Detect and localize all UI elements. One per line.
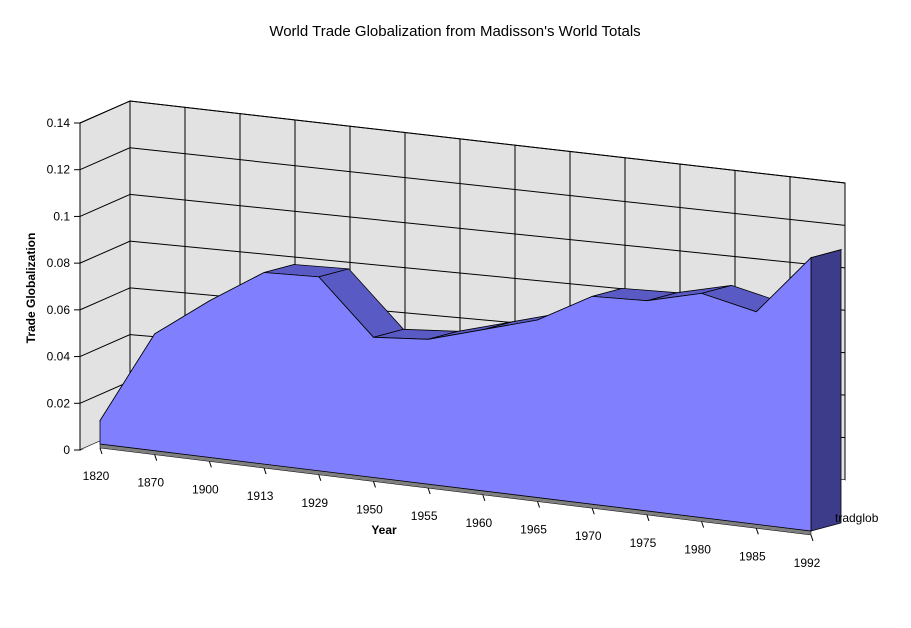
x-tick-label: 1985	[739, 549, 766, 563]
area-side-face	[810, 249, 842, 532]
gridline-back-wall	[129, 193, 846, 269]
x-tick-label: 1870	[137, 476, 164, 490]
x-tick-label: 1965	[520, 523, 547, 537]
area-front-face	[99, 256, 812, 532]
x-tick-label: 1900	[192, 482, 219, 496]
gridline-left-wall	[79, 147, 131, 171]
x-tick-mark	[755, 528, 759, 535]
y-tick-label: 0.1	[53, 209, 70, 223]
gridline-left-wall	[79, 193, 131, 217]
gridline-left-wall	[79, 100, 131, 124]
gridline-left-wall	[79, 287, 131, 311]
y-tick-label: 0.02	[47, 396, 71, 410]
x-tick-mark	[646, 514, 650, 522]
x-tick-mark	[482, 494, 486, 502]
x-tick-mark	[537, 501, 541, 508]
gridline-back-wall	[129, 147, 846, 226]
y-tick-label: 0.04	[47, 350, 71, 364]
x-tick-label: 1992	[794, 556, 821, 570]
x-tick-mark	[591, 508, 595, 515]
x-tick-label: 1955	[411, 509, 438, 523]
x-tick-label: 1970	[575, 529, 602, 543]
area-series	[99, 248, 843, 532]
gridline-back-wall	[129, 100, 846, 184]
gridline-left-wall	[79, 334, 131, 358]
x-tick-mark	[263, 467, 267, 475]
x-tick-mark	[701, 521, 705, 528]
y-axis-title: Trade Globalization	[24, 233, 38, 344]
gridline-left-wall	[79, 240, 131, 264]
y-tick-label: 0.08	[47, 256, 71, 270]
y-tick-label: 0.06	[47, 303, 71, 317]
x-axis-ticks: 1820 1870 1900 1913 1929 1950 1955 1960 1965 1970…	[83, 447, 821, 570]
chart-title: World Trade Globalization from Madisson'…	[269, 23, 640, 40]
x-tick-mark	[427, 487, 431, 495]
x-tick-mark	[208, 461, 212, 468]
x-tick-label: 1913	[247, 489, 274, 503]
y-tick-label: 0.14	[47, 116, 71, 130]
x-tick-label: 1960	[465, 516, 492, 530]
x-tick-label: 1820	[83, 469, 110, 483]
x-axis-title: Year	[371, 523, 397, 537]
x-tick-label: 1929	[301, 496, 328, 510]
gridline-left-wall	[79, 380, 131, 404]
x-tick-mark	[318, 474, 322, 481]
y-tick-label: 0	[63, 443, 70, 457]
x-tick-mark	[810, 534, 814, 542]
x-tick-label: 1975	[630, 536, 657, 550]
x-tick-label: 1950	[356, 502, 383, 516]
y-tick-label: 0.12	[47, 163, 71, 177]
x-tick-mark	[154, 454, 158, 461]
x-tick-mark	[372, 481, 376, 488]
y-axis-ticks: 0 0.02 0.04 0.06 0.08 0.1 0.12 0.14	[47, 116, 80, 457]
x-tick-label: 1980	[684, 543, 711, 557]
x-tick-mark	[99, 447, 103, 455]
series-axis-label: tradglob	[835, 511, 879, 525]
